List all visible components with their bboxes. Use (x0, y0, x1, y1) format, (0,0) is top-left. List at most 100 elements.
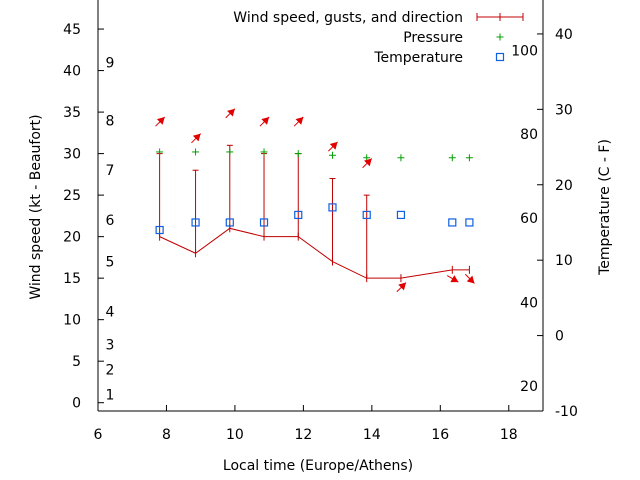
fahrenheit-label: 100 (511, 44, 538, 60)
temperature-point (362, 210, 371, 220)
arrow-head (192, 133, 201, 142)
temperature-point (396, 210, 406, 220)
temperature-point (448, 218, 457, 227)
y-tick-label: 40 (63, 64, 81, 80)
x-tick-label: 14 (363, 427, 381, 443)
x-tick-label: 16 (431, 427, 449, 443)
temperature-point (155, 225, 164, 235)
fahrenheit-label: 60 (520, 211, 538, 227)
wind-direction-arrow (259, 116, 270, 127)
legend-sample-wind (476, 13, 524, 21)
arrow-head (450, 275, 459, 283)
y2-tick-label: -10 (555, 404, 578, 420)
pressure-point (294, 150, 302, 158)
legend: Wind speed, gusts, and direction Pressur… (233, 10, 524, 66)
temperature-point (259, 218, 269, 227)
beaufort-label: 5 (106, 255, 115, 271)
legend-sample-pressure (496, 33, 504, 41)
wind-direction-arrows (155, 108, 475, 293)
wind-direction-arrow (464, 273, 475, 284)
legend-sample-temperature (495, 52, 505, 62)
wind-speed-line (159, 227, 470, 279)
arrow-head (466, 275, 475, 284)
x-axis-ticks: 6 8 10 12 14 16 18 (94, 405, 518, 443)
beaufort-label: 1 (106, 387, 115, 403)
y-tick-label: 25 (63, 188, 81, 204)
fahrenheit-label: 20 (520, 379, 538, 395)
wind-direction-arrow (446, 275, 459, 283)
y-tick-label: 0 (72, 396, 81, 412)
pressure-point (156, 148, 164, 156)
y2-tick-label: 40 (555, 27, 573, 43)
y-tick-label: 10 (63, 313, 81, 329)
legend-temperature-square (495, 52, 505, 62)
y2-axis-ticks: -10 0 10 20 30 40 (537, 27, 578, 420)
beaufort-label: 4 (106, 304, 115, 320)
y2-tick-label: 0 (555, 329, 564, 345)
pressure-point (226, 148, 234, 156)
fahrenheit-label: 80 (520, 127, 538, 143)
wind-series (159, 224, 470, 283)
pressure-point (465, 154, 473, 162)
legend-label-temperature: Temperature (373, 50, 463, 66)
temperature-point (294, 210, 303, 220)
x-tick-label: 6 (94, 427, 103, 443)
fahrenheit-label: 40 (520, 295, 538, 311)
arrow-head (156, 117, 165, 125)
temperature-point (225, 218, 234, 227)
arrow-head (227, 108, 235, 117)
y2-tick-label: 20 (555, 178, 573, 194)
wind-direction-arrow (155, 116, 166, 127)
y-tick-label: 15 (63, 271, 81, 287)
y2-tick-label: 10 (555, 253, 573, 269)
beaufort-label: 3 (106, 338, 115, 354)
pressure-series (156, 148, 473, 162)
pressure-point (448, 154, 456, 162)
gust-bars (156, 144, 370, 279)
legend-label-wind: Wind speed, gusts, and direction (233, 10, 463, 26)
x-tick-label: 10 (226, 427, 244, 443)
beaufort-label: 7 (106, 163, 115, 179)
x-tick-label: 18 (500, 427, 518, 443)
beaufort-label: 6 (106, 213, 115, 229)
arrow-head (398, 282, 407, 291)
y-tick-label: 30 (63, 147, 81, 163)
y2-axis-title: Temperature (C - F) (597, 139, 613, 276)
beaufort-label: 8 (106, 113, 115, 129)
wind-direction-arrow (225, 108, 236, 119)
fahrenheit-labels: 20 40 60 80 100 (511, 44, 538, 396)
y-axis-title: Wind speed (kt - Beaufort) (28, 114, 44, 299)
temperature-point (328, 203, 337, 212)
temperature-point (191, 218, 200, 227)
y-tick-label: 35 (63, 105, 81, 121)
arrow-head (295, 117, 304, 125)
wind-direction-arrow (396, 282, 407, 293)
pressure-point (192, 148, 200, 156)
beaufort-label: 2 (106, 362, 115, 378)
y-tick-label: 45 (63, 22, 81, 38)
y-tick-label: 5 (72, 354, 81, 370)
y2-tick-label: 30 (555, 102, 573, 118)
x-axis-title: Local time (Europe/Athens) (223, 458, 413, 474)
pressure-point (328, 151, 336, 159)
arrow-head (261, 117, 270, 125)
wind-direction-arrow (362, 158, 373, 169)
y-tick-label: 20 (63, 230, 81, 246)
y-axis-ticks: 0 5 10 15 20 25 30 35 40 45 (63, 22, 104, 412)
legend-label-pressure: Pressure (403, 30, 463, 46)
pressure-point (260, 148, 268, 156)
arrow-head (329, 141, 338, 150)
temperature-point (465, 218, 474, 227)
temperature-series (155, 203, 474, 235)
beaufort-labels: 1 2 3 4 5 6 7 8 9 (106, 55, 115, 403)
wind-direction-arrow (293, 116, 304, 127)
wind-direction-arrow (191, 133, 202, 144)
x-tick-label: 12 (294, 427, 312, 443)
pressure-point (397, 154, 405, 162)
wind-direction-arrow (328, 141, 338, 152)
beaufort-label: 9 (106, 55, 115, 71)
x-tick-label: 8 (162, 427, 171, 443)
plot-frame (97, 0, 544, 412)
arrow-head (364, 158, 372, 167)
